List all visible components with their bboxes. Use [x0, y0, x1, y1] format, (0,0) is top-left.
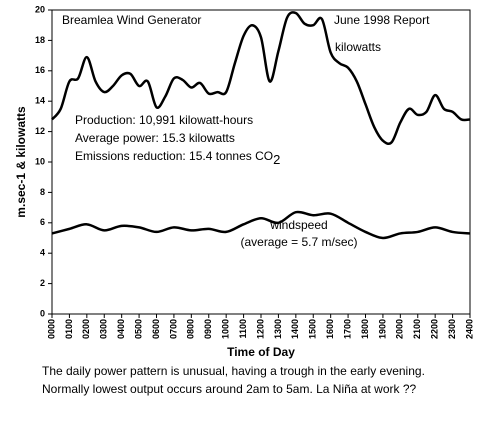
annotation: Average power: 15.3 kilowatts [75, 131, 235, 145]
x-tick-label: 2100 [412, 319, 422, 339]
x-tick-label: 0800 [186, 319, 196, 339]
x-tick-label: 2300 [447, 319, 457, 339]
x-tick-label: 0300 [99, 319, 109, 339]
x-tick-label: 1200 [255, 319, 265, 339]
y-tick-label: 20 [35, 4, 45, 14]
series-label: windspeed [269, 218, 327, 232]
x-tick-label: 1800 [360, 319, 370, 339]
chart-title: Breamlea Wind Generator [62, 13, 201, 27]
x-tick-label: 0000 [46, 319, 56, 339]
annotation: Production: 10,991 kilowatt-hours [75, 113, 253, 127]
x-axis-title: Time of Day [227, 345, 295, 359]
y-tick-label: 14 [35, 96, 45, 106]
x-tick-label: 1900 [377, 319, 387, 339]
line [51, 210, 471, 240]
x-tick-label: 2200 [430, 319, 440, 339]
y-tick-label: 8 [40, 187, 45, 197]
chart-subtitle: June 1998 Report [334, 13, 430, 27]
x-tick-label: 2000 [395, 319, 405, 339]
x-tick-label: 0600 [151, 319, 161, 339]
x-tick-label: 0200 [81, 319, 91, 339]
x-tick-label: 1500 [308, 319, 318, 339]
y-tick-label: 2 [40, 278, 45, 288]
caption: The daily power pattern is unusual, havi… [42, 364, 425, 378]
y-tick-label: 0 [40, 308, 45, 318]
line [51, 11, 471, 146]
x-tick-label: 1400 [290, 319, 300, 339]
x-tick-label: 0500 [133, 319, 143, 339]
y-tick-label: 18 [35, 35, 45, 45]
x-tick-label: 1100 [238, 319, 248, 339]
annotation-subscript: 2 [273, 152, 280, 167]
x-tick-label: 1700 [342, 319, 352, 339]
x-tick-label: 0400 [116, 319, 126, 339]
annotation-text: Emissions reduction: 15.4 tonnes CO [75, 149, 273, 163]
series-label: kilowatts [335, 40, 381, 54]
y-tick-label: 12 [35, 126, 45, 136]
x-tick-label: 0900 [203, 319, 213, 339]
annotation: Emissions reduction: 15.4 tonnes CO2 [75, 149, 280, 167]
y-tick-label: 10 [35, 156, 45, 166]
y-tick-label: 16 [35, 65, 45, 75]
x-tick-label: 1000 [221, 319, 231, 339]
x-tick-label: 2400 [464, 319, 474, 339]
series-note: (average = 5.7 m/sec) [240, 235, 357, 249]
x-tick-label: 1600 [325, 319, 335, 339]
y-axis-title: m.sec-1 & kilowatts [14, 106, 28, 218]
x-tick-label: 0700 [168, 319, 178, 339]
y-tick-label: 4 [40, 248, 45, 258]
x-tick-label: 1300 [273, 319, 283, 339]
caption: Normally lowest output occurs around 2am… [42, 382, 417, 396]
x-tick-label: 0100 [64, 319, 74, 339]
y-tick-label: 6 [40, 217, 45, 227]
